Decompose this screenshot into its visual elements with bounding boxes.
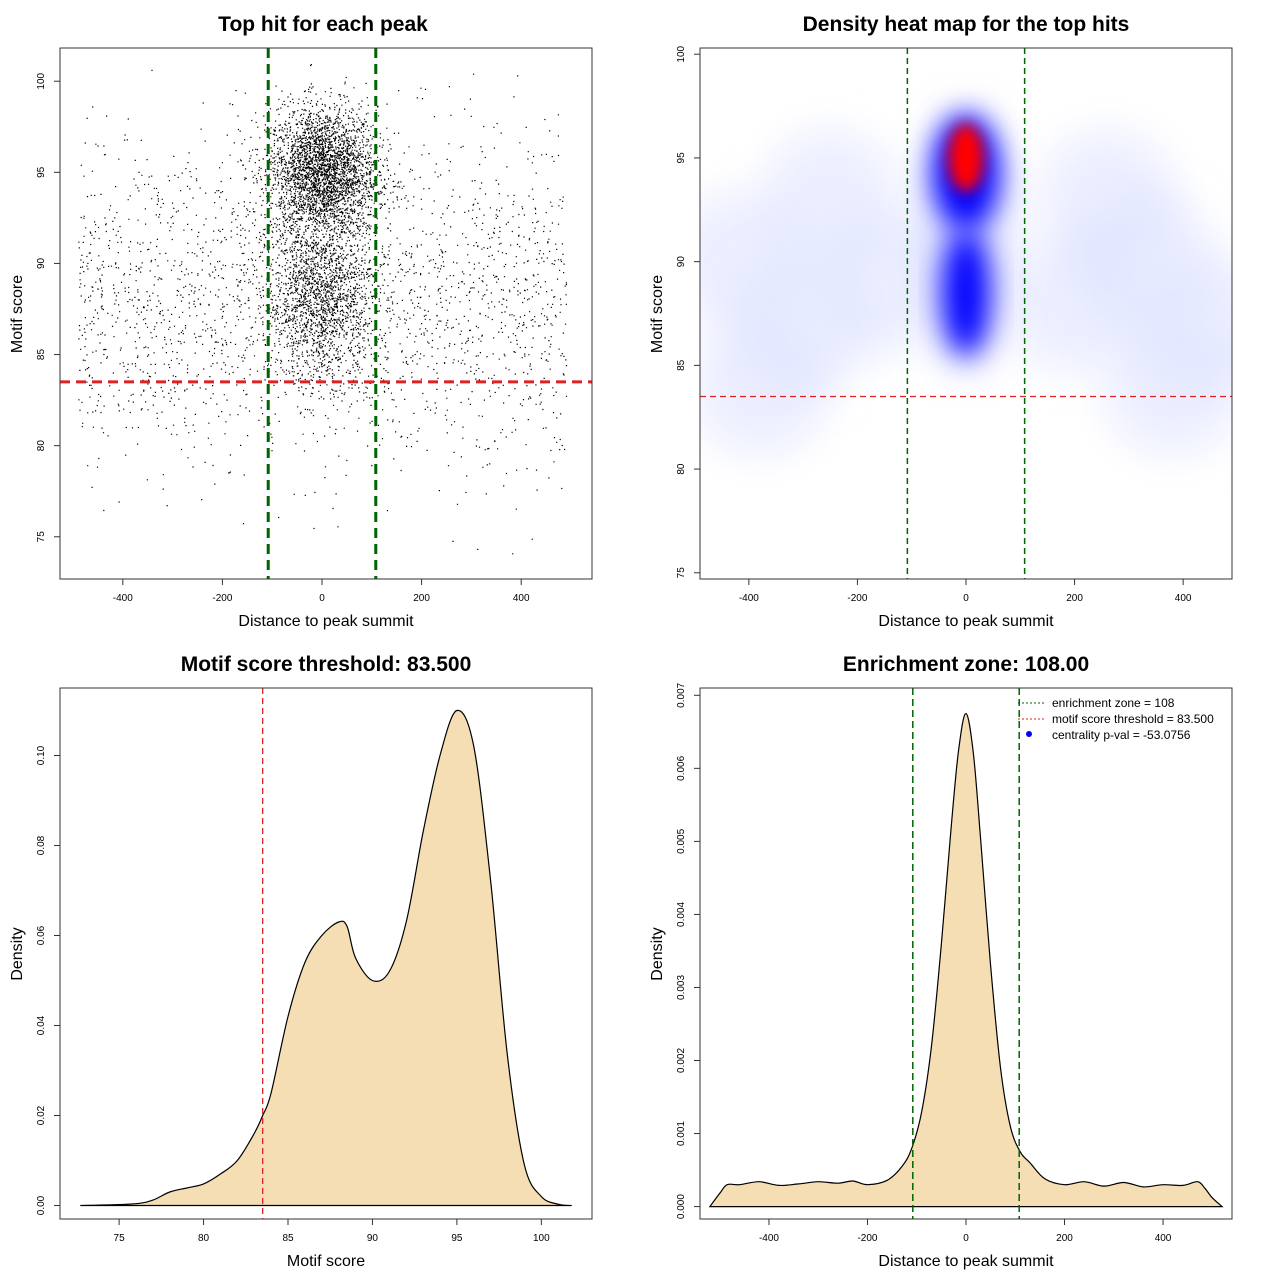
- heatmap-xtick-label-0: -400: [739, 593, 759, 604]
- distance-density-ytick-label-1: 0.001: [676, 1121, 687, 1146]
- score-density-xtick-label-4: 95: [451, 1233, 463, 1244]
- scatter-ytick-label-3: 90: [36, 257, 47, 269]
- legend-pval-dot: [1026, 731, 1032, 737]
- legend-threshold-label: motif score threshold = 83.500: [1052, 712, 1214, 726]
- distance-density-y-label: Density: [649, 927, 666, 980]
- scatter-title: Top hit for each peak: [218, 13, 428, 36]
- scatter-y-label: Motif score: [9, 275, 26, 353]
- heatmap-ytick-label-4: 95: [676, 152, 687, 164]
- heatmap-xtick-label-1: -200: [847, 593, 867, 604]
- score-density-ytick-label-0: 0.00: [36, 1195, 47, 1215]
- score-density-ytick-label-1: 0.02: [36, 1105, 47, 1125]
- legend-pval-label: centrality p-val = -53.0756: [1052, 728, 1191, 742]
- distance-density-xtick-label-2: 0: [963, 1233, 969, 1244]
- distance-density-ticks: -400 -200 0 200 400 0.000 0.001 0.002 0.003 0.004…: [676, 682, 1172, 1244]
- distance-density-xtick-label-4: 400: [1155, 1233, 1172, 1244]
- distance-density-x-label: Distance to peak summit: [878, 1253, 1054, 1270]
- heatmap-panel: Density heat map for the top hits -400 -2…: [649, 13, 1233, 630]
- score-density-title: Motif score threshold: 83.500: [181, 653, 472, 676]
- distance-density-xtick-label-1: -200: [857, 1233, 877, 1244]
- score-density-xtick-label-3: 90: [367, 1233, 379, 1244]
- scatter-points: [60, 48, 592, 579]
- scatter-ytick-label-5: 100: [36, 72, 47, 89]
- distance-density-ytick-label-3: 0.003: [676, 975, 687, 1000]
- score-density-ytick-label-5: 0.10: [36, 745, 47, 765]
- heatmap-x-label: Distance to peak summit: [878, 613, 1054, 630]
- scatter-ytick-label-2: 85: [36, 349, 47, 361]
- score-density-xtick-label-0: 75: [114, 1233, 126, 1244]
- heatmap-haze-8: [760, 129, 901, 270]
- heatmap-ytick-label-3: 90: [676, 256, 687, 268]
- distance-density-panel: Enrichment zone: 108.00 -400 -200 0 200 400 0…: [649, 653, 1233, 1270]
- scatter-xtick-label-3: 200: [413, 593, 430, 604]
- score-density-ytick-label-3: 0.06: [36, 925, 47, 945]
- distance-density-ytick-label-2: 0.002: [676, 1048, 687, 1073]
- distance-density-ytick-label-4: 0.004: [676, 901, 687, 926]
- heatmap-xtick-label-3: 200: [1066, 593, 1083, 604]
- legend: enrichment zone = 108 motif score thresh…: [1018, 696, 1214, 742]
- heatmap-title: Density heat map for the top hits: [803, 13, 1130, 36]
- scatter-ytick-label-1: 80: [36, 440, 47, 452]
- legend-zone-label: enrichment zone = 108: [1052, 696, 1175, 710]
- heatmap-ticks: -400 -200 0 200 400 75 80 85 90 95 100: [676, 45, 1192, 604]
- heatmap-xtick-label-2: 0: [963, 593, 969, 604]
- heatmap-haze-7: [1102, 316, 1232, 457]
- score-density-plot-frame: [59, 687, 593, 1220]
- scatter-ticks: -400 -200 0 200 400 75 80 85 90 95 100: [36, 72, 530, 604]
- score-density-ytick-label-4: 0.08: [36, 835, 47, 855]
- distance-density-area: [708, 712, 1224, 1208]
- distance-density-ytick-label-7: 0.007: [676, 682, 687, 707]
- scatter-plot-frame: [59, 47, 593, 580]
- distance-density-ytick-label-6: 0.006: [676, 755, 687, 780]
- scatter-point-cloud: [78, 64, 568, 555]
- score-density-y-label: Density: [9, 927, 26, 980]
- heatmap-xtick-label-4: 400: [1175, 593, 1192, 604]
- distance-density-ytick-label-5: 0.005: [676, 828, 687, 853]
- score-density-ticks: 75 80 85 90 95 100 0.00 0.02 0.04 0.06 0.08 0.10: [36, 745, 550, 1244]
- scatter-panel: Top hit for each peak -400 -200 0 200 400 75 8…: [9, 13, 593, 630]
- heatmap-ytick-label-2: 85: [676, 359, 687, 371]
- score-density-xtick-label-2: 85: [282, 1233, 294, 1244]
- score-density-panel: Motif score threshold: 83.500 75 80 85 90 95…: [9, 653, 593, 1270]
- heatmap-density: [700, 48, 1232, 579]
- scatter-xtick-label-4: 400: [513, 593, 530, 604]
- heatmap-haze-9: [1037, 129, 1178, 270]
- distance-density-ytick-label-0: 0.000: [676, 1194, 687, 1219]
- heatmap-plot-frame: [699, 47, 1233, 580]
- scatter-xtick-label-0: -400: [113, 593, 133, 604]
- scatter-xtick-label-2: 0: [319, 593, 325, 604]
- distance-density-title: Enrichment zone: 108.00: [843, 653, 1089, 676]
- score-density-xtick-label-5: 100: [533, 1233, 550, 1244]
- heatmap-ytick-label-1: 80: [676, 463, 687, 475]
- scatter-xtick-label-1: -200: [212, 593, 232, 604]
- heatmap-haze-6: [700, 316, 830, 457]
- heatmap-ytick-label-5: 100: [676, 45, 687, 62]
- scatter-ytick-label-4: 95: [36, 166, 47, 178]
- distance-density-plot-frame: [699, 687, 1233, 1220]
- heatmap-ytick-label-0: 75: [676, 567, 687, 579]
- scatter-x-label: Distance to peak summit: [238, 613, 414, 630]
- distance-density-xtick-label-3: 200: [1056, 1233, 1073, 1244]
- heatmap-core-lower: [942, 228, 990, 357]
- score-density-ytick-label-2: 0.04: [36, 1015, 47, 1035]
- heatmap-y-label: Motif score: [649, 275, 666, 353]
- scatter-ytick-label-0: 75: [36, 531, 47, 543]
- distance-density-xtick-label-0: -400: [759, 1233, 779, 1244]
- score-density-xtick-label-1: 80: [198, 1233, 210, 1244]
- heatmap-peak: [948, 123, 984, 192]
- score-density-x-label: Motif score: [287, 1253, 365, 1270]
- score-density-area: [80, 709, 572, 1207]
